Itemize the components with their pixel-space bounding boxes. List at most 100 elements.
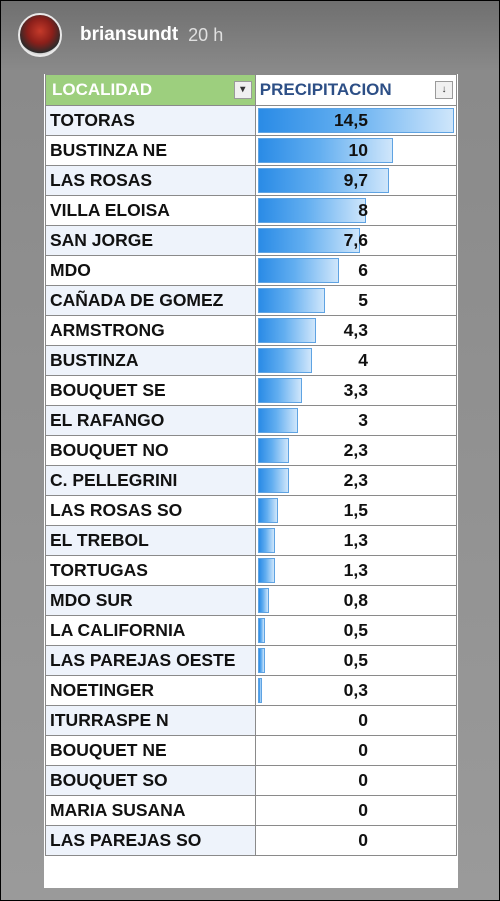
cell-localidad[interactable]: NOETINGER: [45, 675, 256, 706]
cell-precipitacion[interactable]: 14,5: [254, 105, 458, 136]
cell-precipitacion[interactable]: 7,6: [254, 225, 458, 256]
precipitacion-value: 0,5: [343, 650, 368, 670]
precipitacion-value: 0: [358, 800, 368, 820]
cell-precipitacion[interactable]: 6: [254, 255, 458, 286]
cell-localidad[interactable]: MARIA SUSANA: [45, 795, 256, 826]
cell-precipitacion[interactable]: 9,7: [254, 165, 458, 196]
precipitacion-value: 9,7: [343, 170, 368, 190]
data-bar: [257, 258, 339, 283]
data-bar: [257, 498, 279, 523]
precipitacion-value: 0,3: [343, 680, 368, 700]
cell-precipitacion[interactable]: 0,5: [254, 615, 458, 646]
cell-localidad[interactable]: LAS ROSAS: [45, 165, 256, 196]
cell-precipitacion[interactable]: 4: [254, 345, 458, 376]
table-row: SAN JORGE 7,6: [45, 225, 458, 256]
precipitacion-value: 0,8: [343, 590, 368, 610]
precipitacion-value: 7,6: [343, 230, 368, 250]
precipitacion-value: 3: [358, 410, 368, 430]
cell-localidad[interactable]: TOTORAS: [45, 105, 256, 136]
cell-precipitacion[interactable]: 0: [254, 765, 458, 796]
data-bar: [257, 348, 312, 373]
table-row: EL RAFANGO 3: [45, 405, 458, 436]
data-bar: [257, 438, 289, 463]
spreadsheet: LOCALIDAD ▾ PRECIPITACION ↓ TOTORAS 14,5 B…: [44, 74, 458, 888]
table-row: MDO SUR 0,8: [45, 585, 458, 616]
cell-localidad[interactable]: MDO: [45, 255, 256, 286]
data-bar: [257, 408, 299, 433]
precipitacion-value: 0: [358, 740, 368, 760]
cell-localidad[interactable]: BUSTINZA: [45, 345, 256, 376]
precipitacion-value: 6: [358, 260, 368, 280]
table-row: LAS ROSAS SO 1,5: [45, 495, 458, 526]
precipitacion-value: 14,5: [333, 110, 368, 130]
precipitacion-value: 8: [358, 200, 368, 220]
cell-localidad[interactable]: CAÑADA DE GOMEZ: [45, 285, 256, 316]
precipitacion-value: 1,5: [343, 500, 368, 520]
table-row: BUSTINZA 4: [45, 345, 458, 376]
cell-precipitacion[interactable]: 8: [254, 195, 458, 226]
column-header-localidad[interactable]: LOCALIDAD ▾: [45, 74, 256, 106]
cell-localidad[interactable]: EL TREBOL: [45, 525, 256, 556]
cell-precipitacion[interactable]: 0: [254, 735, 458, 766]
precipitacion-value: 2,3: [343, 440, 368, 460]
cell-precipitacion[interactable]: 2,3: [254, 465, 458, 496]
data-bar: [257, 168, 389, 193]
table-row: C. PELLEGRINI 2,3: [45, 465, 458, 496]
data-bar: [257, 138, 393, 163]
cell-localidad[interactable]: LAS ROSAS SO: [45, 495, 256, 526]
cell-precipitacion[interactable]: 4,3: [254, 315, 458, 346]
cell-localidad[interactable]: C. PELLEGRINI: [45, 465, 256, 496]
cell-precipitacion[interactable]: 10: [254, 135, 458, 166]
precipitacion-value: 1,3: [343, 560, 368, 580]
data-bar: [257, 588, 269, 613]
cell-localidad[interactable]: BOUQUET NE: [45, 735, 256, 766]
cell-localidad[interactable]: VILLA ELOISA: [45, 195, 256, 226]
column-header-label: PRECIPITACION: [259, 80, 392, 99]
cell-localidad[interactable]: BOUQUET SO: [45, 765, 256, 796]
data-bar: [257, 528, 276, 553]
cell-localidad[interactable]: LAS PAREJAS OESTE: [45, 645, 256, 676]
table-row: BOUQUET NE 0: [45, 735, 458, 766]
cell-precipitacion[interactable]: 0,5: [254, 645, 458, 676]
cell-localidad[interactable]: ITURRASPE N: [45, 705, 256, 736]
column-header-precipitacion[interactable]: PRECIPITACION ↓: [254, 74, 458, 106]
precipitacion-value: 0: [358, 710, 368, 730]
cell-precipitacion[interactable]: 3: [254, 405, 458, 436]
cell-localidad[interactable]: TORTUGAS: [45, 555, 256, 586]
sort-filter-icon[interactable]: ↓: [435, 81, 453, 99]
data-bar: [257, 198, 366, 223]
table-row: BOUQUET NO 2,3: [45, 435, 458, 466]
cell-localidad[interactable]: LAS PAREJAS SO: [45, 825, 256, 856]
table-row: MARIA SUSANA 0: [45, 795, 458, 826]
data-bar: [257, 678, 262, 703]
cell-precipitacion[interactable]: 3,3: [254, 375, 458, 406]
table-row: TOTORAS 14,5: [45, 105, 458, 136]
data-bar: [257, 108, 454, 133]
table-body: TOTORAS 14,5 BUSTINZA NE 10 LAS ROSAS 9,7 VILL…: [45, 105, 458, 856]
username[interactable]: briansundt: [80, 24, 179, 45]
cell-localidad[interactable]: BOUQUET NO: [45, 435, 256, 466]
filter-dropdown-icon[interactable]: ▾: [233, 81, 252, 99]
precipitacion-value: 10: [348, 140, 368, 160]
cell-precipitacion[interactable]: 0: [254, 825, 458, 856]
precipitacion-value: 3,3: [343, 380, 368, 400]
precipitacion-value: 5: [358, 290, 368, 310]
cell-precipitacion[interactable]: 1,5: [254, 495, 458, 526]
cell-precipitacion[interactable]: 2,3: [254, 435, 458, 466]
data-bar: [257, 288, 326, 313]
cell-localidad[interactable]: SAN JORGE: [45, 225, 256, 256]
data-bar: [257, 558, 276, 583]
cell-localidad[interactable]: MDO SUR: [45, 585, 256, 616]
table-row: LAS ROSAS 9,7: [45, 165, 458, 196]
precipitacion-value: 0,5: [343, 620, 368, 640]
column-header-label: LOCALIDAD: [52, 80, 153, 99]
table-row: LAS PAREJAS SO 0: [45, 825, 458, 856]
data-bar: [257, 618, 265, 643]
story-header: briansundt 20 h: [12, 12, 482, 58]
table-row: BUSTINZA NE 10: [45, 135, 458, 166]
avatar[interactable]: [18, 13, 62, 57]
cell-localidad[interactable]: BUSTINZA NE: [45, 135, 256, 166]
data-bar: [257, 468, 289, 493]
precipitacion-value: 4,3: [343, 320, 368, 340]
